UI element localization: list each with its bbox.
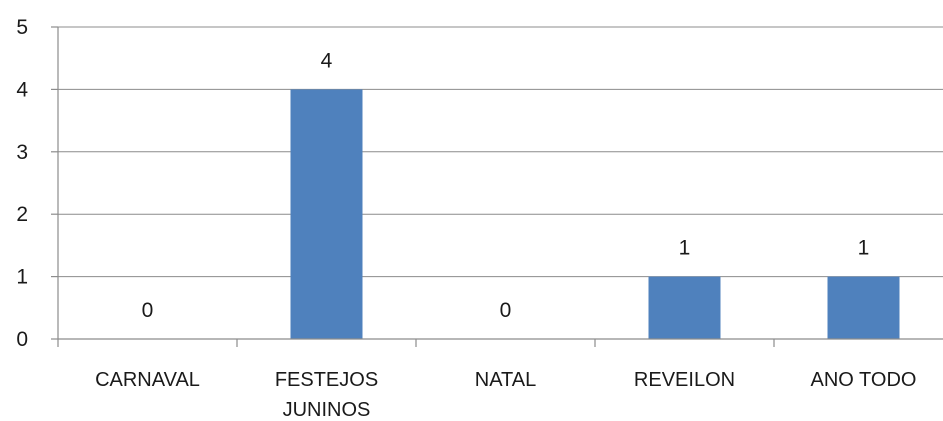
y-tick-label: 4 bbox=[16, 78, 28, 101]
gridlines bbox=[58, 26, 943, 278]
y-tick-label: 0 bbox=[16, 328, 28, 351]
bar bbox=[827, 276, 900, 339]
y-axis-tick-labels: 0 1 2 3 4 5 bbox=[16, 16, 58, 351]
category-label: NATAL bbox=[475, 369, 537, 391]
data-label: 1 bbox=[679, 237, 691, 260]
x-axis bbox=[57, 27, 943, 347]
y-tick-label: 5 bbox=[16, 16, 28, 39]
category-label: ANO TODO bbox=[811, 369, 917, 391]
bar bbox=[648, 276, 721, 339]
category-label: JUNINOS bbox=[283, 399, 371, 421]
y-tick-label: 1 bbox=[16, 266, 28, 289]
y-tick-label: 2 bbox=[16, 203, 28, 226]
data-label: 0 bbox=[142, 299, 154, 322]
data-label: 1 bbox=[858, 237, 870, 260]
data-label: 0 bbox=[500, 299, 512, 322]
category-label: FESTEJOS bbox=[275, 369, 378, 391]
y-tick-label: 3 bbox=[16, 141, 28, 164]
bar bbox=[290, 89, 363, 340]
category-labels: CARNAVAL FESTEJOS JUNINOS NATAL REVEILON ANO … bbox=[95, 369, 916, 421]
data-labels: 0 4 0 1 1 bbox=[142, 49, 870, 322]
data-label: 4 bbox=[321, 49, 333, 72]
bars bbox=[290, 89, 900, 340]
category-label: CARNAVAL bbox=[95, 369, 200, 391]
category-label: REVEILON bbox=[634, 369, 735, 391]
